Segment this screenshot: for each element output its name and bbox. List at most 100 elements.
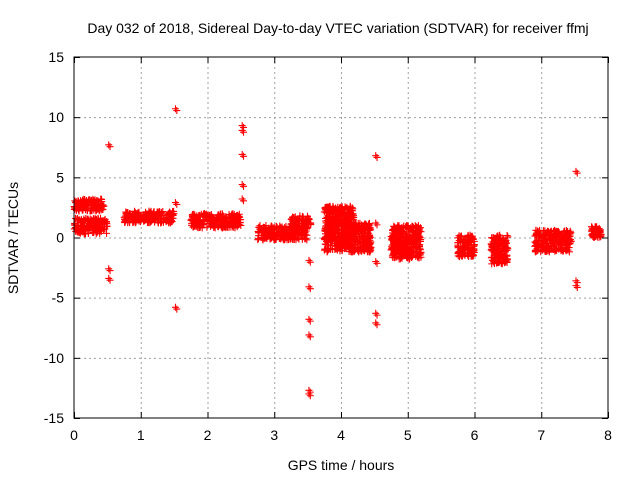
- data-point: [590, 225, 598, 233]
- data-point: [339, 231, 347, 239]
- data-point: [97, 224, 105, 232]
- data-point: [544, 232, 552, 240]
- data-point: [173, 107, 181, 115]
- data-point: [78, 227, 86, 235]
- data-point: [366, 241, 374, 249]
- data-point: [341, 241, 349, 249]
- data-point: [533, 237, 541, 245]
- data-point: [228, 218, 236, 226]
- data-point: [490, 258, 498, 266]
- data-point: [541, 235, 549, 243]
- data-point: [324, 209, 332, 217]
- data-point: [78, 218, 86, 226]
- data-point: [501, 242, 509, 250]
- data-point: [306, 317, 314, 325]
- data-point: [590, 233, 598, 241]
- data-point: [305, 256, 313, 264]
- data-point: [462, 242, 470, 250]
- data-point: [416, 243, 424, 251]
- data-point: [238, 181, 246, 189]
- data-point: [332, 236, 340, 244]
- data-point: [551, 247, 559, 255]
- data-point: [97, 195, 105, 203]
- data-point: [340, 208, 348, 216]
- data-point: [83, 202, 91, 210]
- data-point: [488, 253, 496, 261]
- data-point: [596, 226, 604, 234]
- data-point: [358, 233, 366, 241]
- data-point: [589, 232, 597, 240]
- data-point: [272, 229, 280, 237]
- data-point: [240, 197, 248, 205]
- data-point: [141, 217, 149, 225]
- data-point: [338, 245, 346, 253]
- data-point: [537, 243, 545, 251]
- data-point: [256, 222, 264, 230]
- data-point: [171, 303, 179, 311]
- data-point: [349, 210, 357, 218]
- data-point: [367, 244, 375, 252]
- data-point: [372, 319, 380, 327]
- data-point: [80, 226, 88, 234]
- x-tick-label: 5: [404, 427, 412, 443]
- data-point: [296, 225, 304, 233]
- data-point: [589, 224, 597, 232]
- x-tick-label: 6: [471, 427, 479, 443]
- data-point: [493, 257, 501, 265]
- data-point: [358, 223, 366, 231]
- data-point: [389, 231, 397, 239]
- data-point: [407, 246, 415, 254]
- y-axis-title: SDTVAR / TECUs: [5, 182, 21, 294]
- data-point: [497, 259, 505, 267]
- data-point: [171, 105, 179, 113]
- data-point: [373, 321, 381, 329]
- data-point: [461, 250, 469, 258]
- data-point: [78, 199, 86, 207]
- data-point: [366, 226, 374, 234]
- data-point: [100, 223, 108, 231]
- data-point: [191, 217, 199, 225]
- data-point: [94, 217, 102, 225]
- data-point: [238, 126, 246, 134]
- data-point: [122, 210, 130, 218]
- data-point: [459, 246, 467, 254]
- data-point: [365, 221, 373, 229]
- data-point: [392, 239, 400, 247]
- data-point: [340, 215, 348, 223]
- data-point: [363, 248, 371, 256]
- data-point: [305, 315, 313, 323]
- data-point: [332, 204, 340, 212]
- data-point: [359, 240, 367, 248]
- y-tick-labels: 15 10 5 0 -5 -10 -15: [44, 49, 64, 426]
- data-point: [550, 233, 558, 241]
- data-point: [355, 248, 363, 256]
- data-point: [322, 241, 330, 249]
- data-point: [219, 212, 227, 220]
- data-point: [240, 182, 248, 190]
- data-point: [302, 225, 310, 233]
- data-point: [105, 141, 113, 149]
- data-point: [454, 243, 462, 251]
- data-point: [305, 283, 313, 291]
- data-point: [106, 267, 114, 275]
- data-point: [306, 333, 314, 341]
- data-point: [306, 285, 314, 293]
- data-point: [555, 237, 563, 245]
- x-tick-label: 4: [337, 427, 345, 443]
- data-point: [348, 248, 356, 256]
- data-point: [258, 225, 266, 233]
- data-point: [470, 245, 478, 253]
- data-point: [465, 241, 473, 249]
- data-point: [573, 283, 581, 291]
- data-point: [156, 208, 164, 216]
- data-point: [401, 241, 409, 249]
- data-point: [290, 229, 298, 237]
- data-point: [414, 225, 422, 233]
- data-point: [559, 235, 567, 243]
- data-point: [295, 235, 303, 243]
- x-tick-label: 8: [604, 427, 612, 443]
- data-point: [405, 225, 413, 233]
- data-point: [123, 211, 131, 219]
- y-tick-label: 5: [56, 169, 64, 185]
- data-point: [372, 309, 380, 317]
